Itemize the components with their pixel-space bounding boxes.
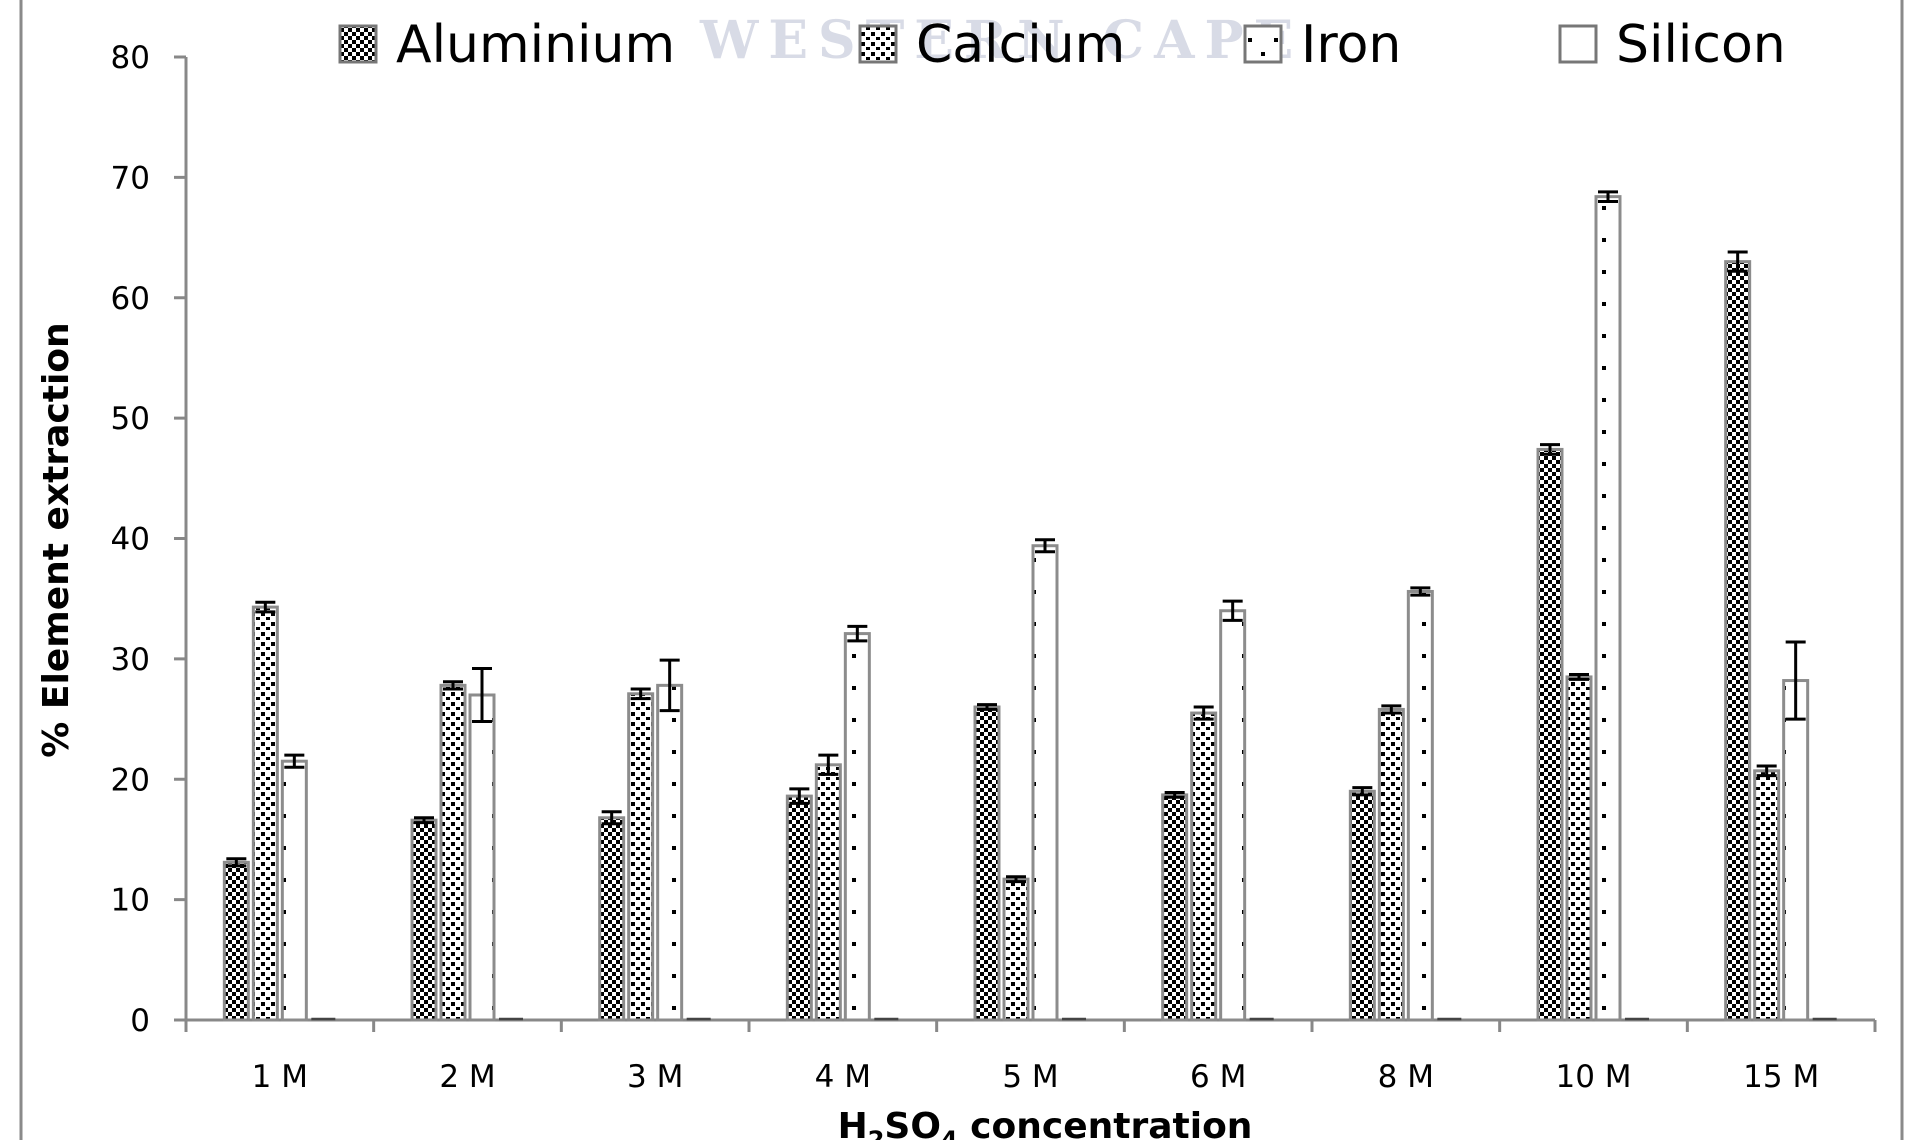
x-tick-label: 1 M <box>252 1059 308 1095</box>
error-bar <box>443 680 463 691</box>
error-bar <box>1381 704 1402 715</box>
legend-item-calcium: Calcium <box>858 15 1125 75</box>
legend-label: Iron <box>1301 15 1401 75</box>
y-tick-label: 70 <box>111 160 150 196</box>
error-bar <box>1727 250 1748 273</box>
legend-item-iron: Iron <box>1243 15 1401 75</box>
x-tick-label: 3 M <box>627 1059 683 1095</box>
x-tick-label: 4 M <box>815 1059 871 1095</box>
legend-item-silicon: Silicon <box>1558 15 1786 75</box>
bar <box>785 794 813 1022</box>
bar-series-group <box>222 190 1837 1022</box>
y-tick-label: 60 <box>111 281 150 317</box>
x-tick-label: 8 M <box>1378 1059 1434 1095</box>
error-bar <box>1785 640 1806 721</box>
y-tick-label: 20 <box>111 762 150 798</box>
error-bar <box>1540 443 1560 456</box>
legend-swatch <box>338 24 378 64</box>
series-iron <box>280 190 1810 1022</box>
axes: 0 10 20 30 40 50 60 70 80 1 M 2 M 3 M 4 M 5 M 6 M 8 M 10… <box>111 40 1877 1095</box>
bar <box>1219 609 1247 1022</box>
legend-label: Silicon <box>1616 15 1786 75</box>
error-bar <box>1164 790 1185 799</box>
series-aluminium <box>222 250 1752 1022</box>
legend-swatch <box>1558 24 1598 64</box>
error-bar <box>1410 586 1431 597</box>
bar <box>1782 679 1810 1022</box>
chart-legend: Aluminium Calcium Iron Silicon <box>338 15 1786 75</box>
bar <box>814 763 842 1022</box>
bar <box>656 683 684 1022</box>
bar <box>1594 195 1622 1022</box>
bar <box>1753 769 1781 1022</box>
x-tick-label: 6 M <box>1190 1059 1246 1095</box>
chart-frame <box>19 0 1904 1140</box>
error-bar <box>226 857 247 868</box>
x-tick-label: 15 M <box>1743 1059 1819 1095</box>
y-tick-label: 50 <box>111 401 150 437</box>
error-bar <box>284 753 305 769</box>
legend-item-aluminium: Aluminium <box>338 15 675 75</box>
bar <box>222 860 250 1022</box>
bar <box>843 632 871 1022</box>
x-tick-label: 10 M <box>1555 1059 1631 1095</box>
bar <box>251 605 279 1022</box>
error-bar <box>1035 538 1055 554</box>
bar <box>1565 675 1593 1022</box>
error-bar <box>1569 673 1589 681</box>
error-bar <box>1006 875 1026 884</box>
y-tick-label: 30 <box>111 642 150 678</box>
error-bar <box>472 667 492 723</box>
bar <box>1002 877 1030 1022</box>
error-bar <box>1756 764 1777 778</box>
error-bar <box>847 624 868 643</box>
error-bar <box>255 600 276 614</box>
legend-label: Calcium <box>916 15 1125 75</box>
bar <box>1536 447 1564 1022</box>
bar <box>973 705 1001 1022</box>
error-bar <box>1193 705 1214 721</box>
bar <box>280 759 308 1022</box>
y-tick-label: 40 <box>111 522 150 558</box>
bar <box>468 693 496 1022</box>
legend-swatch <box>1243 24 1283 64</box>
bar <box>1377 707 1405 1022</box>
y-tick-label: 10 <box>111 883 150 919</box>
watermark-text: WESTERN CAPE <box>699 10 1303 71</box>
bar <box>1406 589 1434 1022</box>
error-bar <box>789 787 810 805</box>
bar <box>627 692 655 1022</box>
bar <box>1190 711 1218 1022</box>
y-axis-title: % Element extraction <box>36 322 77 757</box>
bar <box>1031 544 1059 1022</box>
bar <box>1161 793 1189 1022</box>
legend-label: Aluminium <box>396 15 675 75</box>
legend-swatch <box>858 24 898 64</box>
x-axis-title: H2SO4 concentration <box>838 1106 1253 1140</box>
error-bar <box>630 687 651 701</box>
error-bar <box>601 810 622 826</box>
x-tick-label: 2 M <box>439 1059 495 1095</box>
error-bar <box>977 703 997 711</box>
series-calcium <box>251 600 1781 1022</box>
error-bar <box>659 658 680 713</box>
y-tick-label: 0 <box>130 1003 150 1039</box>
bar <box>410 818 438 1022</box>
error-bar <box>414 816 434 825</box>
bar <box>1348 789 1376 1022</box>
bar <box>598 816 626 1022</box>
error-bar <box>1598 190 1618 203</box>
y-tick-label: 80 <box>111 40 150 76</box>
error-bar <box>818 753 839 776</box>
bar <box>1724 260 1752 1022</box>
error-bar <box>1352 786 1373 797</box>
bar <box>439 683 467 1022</box>
error-bar <box>1222 599 1243 622</box>
x-tick-label: 5 M <box>1002 1059 1058 1095</box>
